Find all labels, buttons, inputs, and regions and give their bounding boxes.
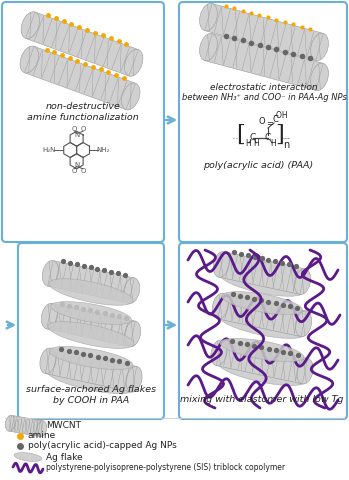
Polygon shape [216, 340, 308, 384]
Polygon shape [205, 34, 323, 90]
Ellipse shape [200, 34, 217, 61]
FancyBboxPatch shape [18, 243, 164, 419]
Ellipse shape [125, 321, 141, 347]
Text: O: O [259, 118, 265, 127]
Polygon shape [9, 415, 43, 437]
Ellipse shape [5, 415, 15, 431]
Text: H: H [270, 140, 276, 148]
Ellipse shape [212, 293, 229, 319]
Ellipse shape [219, 312, 305, 338]
Text: [: [ [236, 124, 244, 146]
Ellipse shape [47, 366, 135, 394]
Ellipse shape [37, 421, 47, 437]
Ellipse shape [218, 359, 306, 385]
Ellipse shape [126, 366, 142, 392]
Text: poly(acrylic acid) (PAA): poly(acrylic acid) (PAA) [203, 160, 313, 169]
FancyBboxPatch shape [179, 243, 347, 419]
Text: O: O [80, 168, 86, 174]
Text: N: N [74, 132, 79, 138]
Text: surface-anchored Ag flakes
by COOH in PAA: surface-anchored Ag flakes by COOH in PA… [26, 384, 156, 406]
Ellipse shape [49, 279, 133, 305]
Text: O: O [72, 168, 77, 174]
Polygon shape [48, 261, 134, 303]
Polygon shape [205, 3, 323, 60]
Text: non-destructive
amine functionalization: non-destructive amine functionalization [27, 102, 139, 122]
Text: N: N [74, 162, 79, 168]
Ellipse shape [311, 63, 328, 91]
Ellipse shape [125, 49, 143, 76]
Text: H₂N: H₂N [43, 147, 56, 153]
Text: Ag flake: Ag flake [46, 453, 83, 461]
FancyBboxPatch shape [179, 2, 347, 242]
Text: ]: ] [276, 124, 284, 146]
Ellipse shape [222, 292, 302, 314]
Text: polystyrene-polyisoprene-polystyrene (SIS) triblock copolymer: polystyrene-polyisoprene-polystyrene (SI… [46, 464, 285, 472]
Ellipse shape [296, 311, 312, 336]
Ellipse shape [213, 252, 230, 277]
Ellipse shape [21, 12, 39, 39]
Text: =: = [267, 120, 274, 129]
Polygon shape [45, 348, 137, 392]
Ellipse shape [48, 322, 134, 348]
Text: mixing with elastomer with low Tg: mixing with elastomer with low Tg [180, 396, 344, 405]
Ellipse shape [49, 347, 133, 370]
Ellipse shape [295, 269, 311, 294]
Ellipse shape [124, 278, 140, 303]
Ellipse shape [311, 33, 328, 60]
Text: C: C [265, 133, 271, 143]
Ellipse shape [297, 359, 313, 384]
Ellipse shape [51, 301, 132, 324]
Text: between NH₃⁺ and COO⁻ in PAA-Ag NPs: between NH₃⁺ and COO⁻ in PAA-Ag NPs [181, 94, 347, 103]
Text: amine: amine [28, 432, 56, 441]
Text: NH₂: NH₂ [97, 147, 110, 153]
Text: n: n [283, 140, 289, 150]
Ellipse shape [42, 261, 59, 286]
Polygon shape [47, 303, 135, 347]
Ellipse shape [14, 453, 42, 461]
Ellipse shape [220, 338, 304, 361]
Polygon shape [24, 47, 135, 109]
Text: H: H [253, 140, 259, 148]
Text: C: C [272, 116, 278, 124]
Text: C: C [250, 133, 256, 143]
Text: -OH: -OH [274, 111, 288, 120]
Text: H: H [245, 140, 251, 148]
Polygon shape [25, 12, 139, 76]
Ellipse shape [200, 3, 217, 31]
Ellipse shape [211, 340, 227, 366]
Ellipse shape [220, 270, 304, 296]
FancyBboxPatch shape [2, 2, 164, 242]
Ellipse shape [40, 348, 56, 373]
Text: MWCNT: MWCNT [46, 421, 81, 431]
Polygon shape [218, 293, 306, 336]
Ellipse shape [20, 46, 38, 73]
Polygon shape [219, 252, 305, 294]
Text: poly(acrylic acid)-capped Ag NPs: poly(acrylic acid)-capped Ag NPs [28, 442, 177, 451]
Text: O: O [80, 126, 86, 132]
Ellipse shape [121, 83, 140, 110]
Text: O: O [72, 126, 77, 132]
Ellipse shape [41, 303, 58, 329]
Text: electrostatic interaction: electrostatic interaction [210, 83, 318, 92]
